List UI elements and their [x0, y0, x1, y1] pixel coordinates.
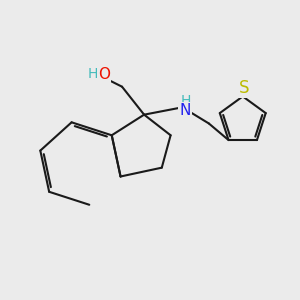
Text: S: S	[239, 79, 250, 97]
Text: N: N	[180, 103, 191, 118]
Text: H: H	[87, 67, 98, 81]
Text: H: H	[180, 94, 190, 108]
Text: O: O	[98, 68, 110, 82]
